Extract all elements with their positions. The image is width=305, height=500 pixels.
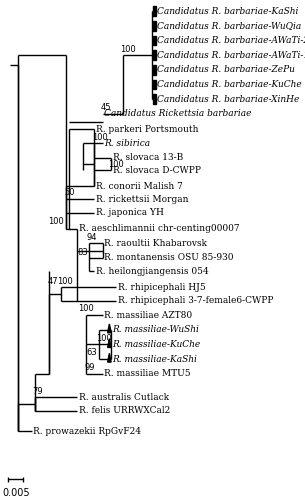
Text: 50: 50 <box>65 188 75 197</box>
Bar <box>153 6 156 16</box>
Text: R. slovaca D-CWPP: R. slovaca D-CWPP <box>113 166 201 174</box>
Text: R. australis Cutlack: R. australis Cutlack <box>79 393 169 402</box>
Text: 45: 45 <box>100 104 111 112</box>
Bar <box>153 65 156 74</box>
Text: R. rhipicephali 3-7-female6-CWPP: R. rhipicephali 3-7-female6-CWPP <box>118 296 273 305</box>
Text: R. felis URRWXCal2: R. felis URRWXCal2 <box>79 406 170 416</box>
Text: Candidatus R. barbariae-XinHe: Candidatus R. barbariae-XinHe <box>157 94 299 104</box>
Text: Candidatus R. barbariae-AWaTi-1: Candidatus R. barbariae-AWaTi-1 <box>157 50 305 59</box>
Bar <box>153 94 156 104</box>
Text: R. rhipicephali HJ5: R. rhipicephali HJ5 <box>118 283 205 292</box>
Text: 100: 100 <box>48 217 64 226</box>
Text: R. rickettsii Morgan: R. rickettsii Morgan <box>96 195 188 204</box>
Text: R. prowazekii RpGvF24: R. prowazekii RpGvF24 <box>33 427 141 436</box>
Text: 100: 100 <box>92 132 108 141</box>
Text: R. massiliae AZT80: R. massiliae AZT80 <box>104 310 192 320</box>
Text: R. slovaca 13-B: R. slovaca 13-B <box>113 154 183 162</box>
Bar <box>153 80 156 90</box>
Bar <box>153 50 156 60</box>
Text: R. montanensis OSU 85-930: R. montanensis OSU 85-930 <box>104 254 234 262</box>
Text: 94: 94 <box>87 233 97 242</box>
Text: 100: 100 <box>96 334 112 342</box>
Bar <box>153 21 156 30</box>
Text: R. massiliae MTU5: R. massiliae MTU5 <box>104 370 191 378</box>
Text: R. aeschlimannii chr-centing00007: R. aeschlimannii chr-centing00007 <box>79 224 239 233</box>
Text: 100: 100 <box>57 277 73 286</box>
Text: 100: 100 <box>120 44 136 54</box>
Text: 47: 47 <box>48 277 59 286</box>
Text: R. massiliae-KaShi: R. massiliae-KaShi <box>112 354 197 364</box>
Text: 100: 100 <box>78 304 94 313</box>
Text: R. japonica YH: R. japonica YH <box>96 208 163 217</box>
Text: Candidatus R. barbariae-WuQia: Candidatus R. barbariae-WuQia <box>157 22 301 30</box>
Text: 79: 79 <box>33 387 43 396</box>
Text: 0.005: 0.005 <box>2 488 30 498</box>
Text: Candidatus R. barbariae-AWaTi-2: Candidatus R. barbariae-AWaTi-2 <box>157 36 305 45</box>
Text: Candidatus R. barbariae-ZePu: Candidatus R. barbariae-ZePu <box>157 66 295 74</box>
Text: R. massiliae-KuChe: R. massiliae-KuChe <box>112 340 200 349</box>
Text: R. raoultii Khabarovsk: R. raoultii Khabarovsk <box>104 239 207 248</box>
Text: 99: 99 <box>84 363 95 372</box>
Text: R. parkeri Portsmouth: R. parkeri Portsmouth <box>96 125 198 134</box>
Text: R. conorii Malish 7: R. conorii Malish 7 <box>96 182 183 190</box>
Bar <box>153 36 156 46</box>
Text: Candidatus Rickettsia barbariae: Candidatus Rickettsia barbariae <box>104 110 252 118</box>
Text: Candidatus R. barbariae-KaShi: Candidatus R. barbariae-KaShi <box>157 6 298 16</box>
Text: R. massiliae-WuShi: R. massiliae-WuShi <box>112 326 199 334</box>
Text: R. sibirica: R. sibirica <box>104 138 150 147</box>
Text: 83: 83 <box>77 248 88 256</box>
Text: Candidatus R. barbariae-KuChe: Candidatus R. barbariae-KuChe <box>157 80 302 89</box>
Text: R. heilongjiangensis 054: R. heilongjiangensis 054 <box>96 266 208 276</box>
Text: 63: 63 <box>86 348 97 357</box>
Text: 100: 100 <box>108 160 124 168</box>
